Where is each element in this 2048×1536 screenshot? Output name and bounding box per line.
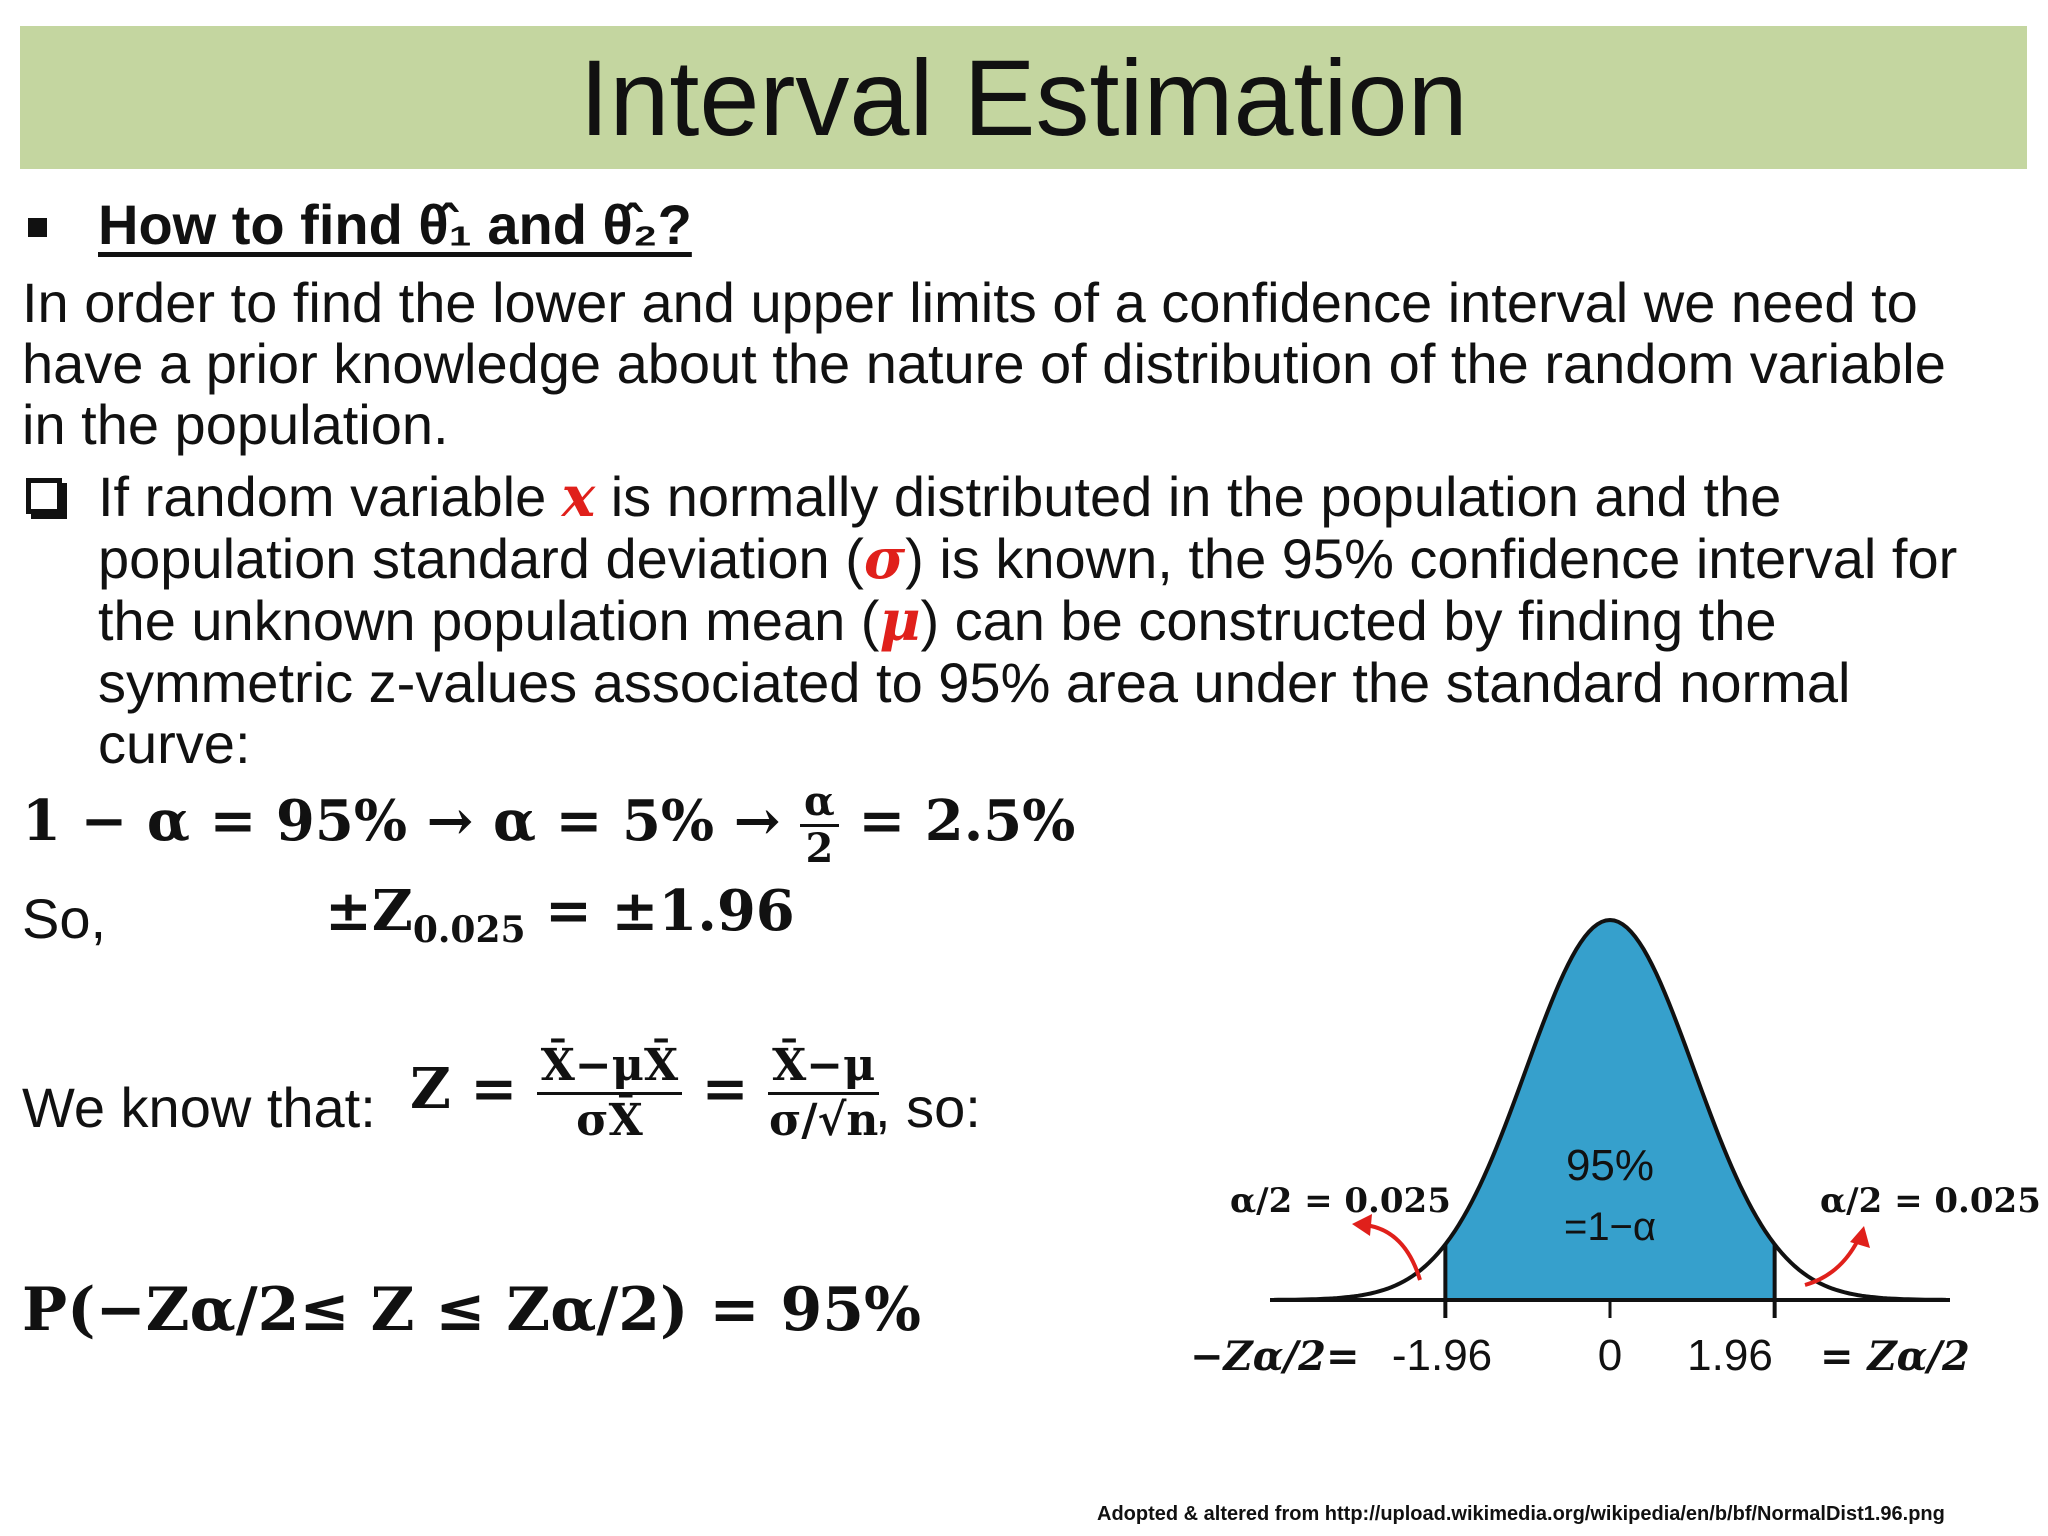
left-arrow-icon bbox=[1364, 1223, 1422, 1281]
z-subscript: 0.025 bbox=[412, 909, 526, 952]
slide-title: Interval Estimation bbox=[579, 37, 1468, 158]
equation-text: = 2.5% bbox=[838, 788, 1076, 855]
tick-label-right: 1.96 bbox=[1687, 1331, 1773, 1380]
shaded-area-95 bbox=[1445, 920, 1775, 1300]
normal-curve-line bbox=[1273, 917, 1947, 1302]
item-text: is normally distributed in the populatio… bbox=[595, 465, 1782, 528]
item-text: If random variable bbox=[98, 465, 562, 528]
item-text: population standard deviation ( bbox=[98, 527, 864, 590]
left-arrow-head-icon bbox=[1352, 1214, 1372, 1236]
variable-x: x bbox=[561, 464, 596, 530]
equation-text: ±Z bbox=[325, 878, 413, 944]
right-arrow-icon bbox=[1804, 1239, 1860, 1287]
item-line-3: the unknown population mean (μ) can be c… bbox=[98, 590, 2038, 652]
fraction-denominator: σ/√n bbox=[768, 1095, 879, 1146]
symbol-mu: μ bbox=[879, 588, 921, 654]
center-label-one-minus-alpha: =1−α bbox=[1564, 1205, 1656, 1249]
item-line-5: curve: bbox=[98, 712, 251, 775]
equation-text: Z = bbox=[410, 1056, 537, 1123]
tick-label-left: -1.96 bbox=[1392, 1331, 1492, 1380]
square-bullet-icon bbox=[28, 218, 47, 237]
probability-statement: P(−Zα/2≤ Z ≤ Zα/2) = 95% bbox=[22, 1275, 922, 1345]
symbol-sigma: σ bbox=[863, 526, 906, 592]
right-axis-label: = Zα/2 bbox=[1820, 1333, 1970, 1380]
fraction-numerator: X̄−μX̄ bbox=[536, 1040, 683, 1095]
we-know-label: We know that: bbox=[22, 1076, 376, 1139]
right-tail-label: α/2 = 0.025 bbox=[1820, 1181, 2040, 1221]
z-critical-equation: ±Z0.025 = ±1.96 bbox=[325, 878, 795, 951]
item-text: ) is known, the 95% confidence interval … bbox=[905, 527, 1958, 590]
intro-paragraph: In order to find the lower and upper lim… bbox=[22, 272, 2042, 455]
equation-text: = bbox=[682, 1056, 769, 1123]
item-line-4: symmetric z-values associated to 95% are… bbox=[98, 651, 1851, 714]
item-text: the unknown population mean ( bbox=[98, 589, 880, 652]
fraction-numerator: X̄−μ bbox=[768, 1040, 880, 1095]
fraction-denominator: 2 bbox=[805, 825, 834, 872]
item-line-2: population standard deviation (σ) is kno… bbox=[98, 528, 2038, 590]
source-footnote: Adopted & altered from http://upload.wik… bbox=[1097, 1503, 1945, 1525]
item-text: ) can be constructed by finding the bbox=[920, 589, 1777, 652]
tick-label-center: 0 bbox=[1598, 1331, 1622, 1380]
section-heading: How to find θ̂₁ and θ̂₂? bbox=[98, 193, 692, 256]
so-label: So, bbox=[22, 887, 107, 950]
paragraph-line: In order to find the lower and upper lim… bbox=[22, 271, 1918, 334]
normal-curve-chart: 95% =1−α α/2 = 0.025 α/2 = 0.025 −Zα/2= … bbox=[1190, 917, 2040, 1380]
so-suffix: , so: bbox=[875, 1076, 981, 1139]
center-label-95: 95% bbox=[1566, 1141, 1654, 1190]
left-tail-label: α/2 = 0.025 bbox=[1230, 1181, 1451, 1221]
fraction-numerator: α bbox=[800, 780, 839, 827]
right-arrow-head-icon bbox=[1850, 1226, 1870, 1248]
equation-text: = ±1.96 bbox=[525, 878, 795, 944]
paragraph-line: in the population. bbox=[22, 393, 449, 456]
normal-case-item: If random variable x is normally distrib… bbox=[98, 466, 2038, 774]
title-bar: Interval Estimation bbox=[20, 26, 2027, 169]
item-line-1: If random variable x is normally distrib… bbox=[98, 466, 2038, 528]
paragraph-line: have a prior knowledge about the nature … bbox=[22, 332, 1946, 395]
checkbox-bullet-icon bbox=[26, 478, 67, 519]
equation-text: 1 − α = 95% → α = 5% → bbox=[22, 788, 801, 855]
fraction-denominator: σX̄ bbox=[576, 1095, 643, 1146]
z-formula: Z = X̄−μX̄ σX̄ = X̄−μ σ/√n bbox=[410, 1040, 880, 1147]
left-axis-label: −Zα/2= bbox=[1190, 1333, 1359, 1380]
z-fraction-1: X̄−μX̄ σX̄ bbox=[536, 1040, 683, 1147]
z-fraction-2: X̄−μ σ/√n bbox=[768, 1040, 880, 1147]
